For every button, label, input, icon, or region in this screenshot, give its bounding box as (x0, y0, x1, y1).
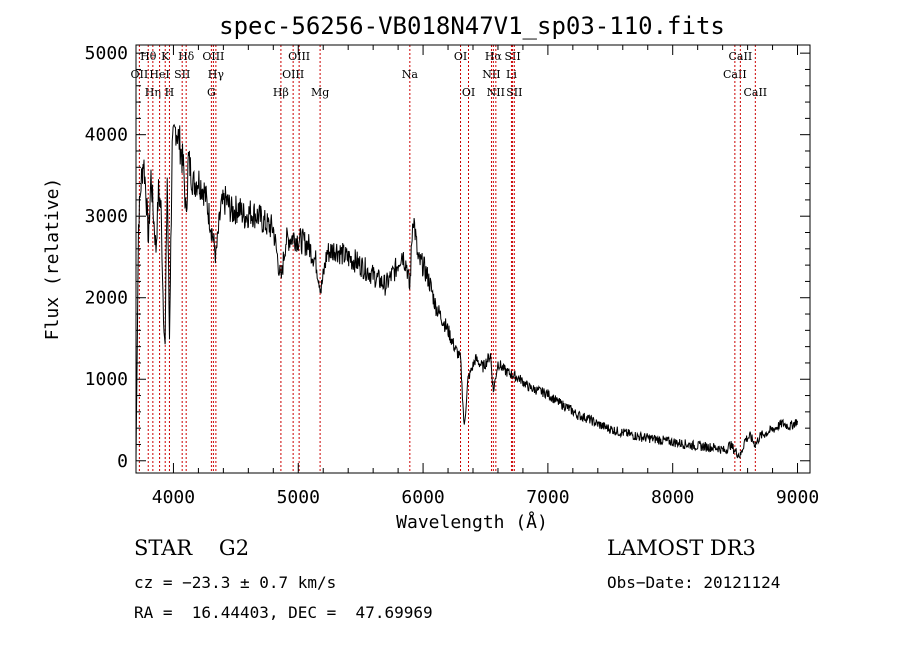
y-tick-label-5000: 5000 (85, 43, 128, 64)
x-tick-label-4000: 4000 (152, 487, 195, 508)
x-tick-label-8000: 8000 (651, 487, 694, 508)
redshift-cz: cz = −23.3 ± 0.7 km/s (134, 573, 337, 592)
line-marker-label-19: Hα (485, 50, 503, 63)
line-marker-label-26: CaII (743, 86, 767, 99)
plot-frame (135, 44, 811, 474)
line-marker-label-2: Hη (145, 86, 161, 99)
line-marker-label-7: Hδ (178, 50, 195, 63)
line-marker-label-4: K (161, 50, 170, 63)
spectrum-series-line (135, 123, 798, 461)
star-classification: STAR G2 (134, 536, 250, 560)
y-tick-label-1000: 1000 (85, 369, 128, 390)
line-marker-label-24: CaII (723, 68, 747, 81)
x-axis-label: Wavelength (Å) (396, 511, 548, 533)
line-marker-label-23: SII (506, 86, 522, 99)
line-marker-label-16: OI (454, 50, 467, 63)
y-tick-label-3000: 3000 (85, 206, 128, 227)
chart-title: spec-56256-VB018N47V1_sp03-110.fits (219, 12, 725, 40)
ra-dec-coordinates: RA = 16.44403, DEC = 47.69969 (134, 603, 433, 622)
emission-line-markers: OII Hθ Hη HeI K H SII Hδ OIII G Hγ Hβ OIII OIII Mg Na OI… (131, 45, 767, 473)
line-marker-label-9: G (207, 86, 216, 99)
line-marker-label-12: OIII (282, 68, 304, 81)
line-marker-label-25: CaII (729, 50, 753, 63)
survey-name: LAMOST DR3 (607, 536, 756, 560)
line-marker-label-22: SII (504, 50, 520, 63)
line-marker-label-15: Na (402, 68, 419, 81)
y-tick-label-4000: 4000 (85, 125, 128, 146)
line-marker-label-21: Li (506, 68, 517, 81)
line-marker-label-3: HeI (149, 68, 169, 81)
line-marker-label-1: Hθ (140, 50, 157, 63)
line-marker-label-0: OII (131, 68, 149, 81)
line-marker-label-13: OIII (288, 50, 310, 63)
x-tick-label-7000: 7000 (526, 487, 569, 508)
line-marker-label-8: OIII (202, 50, 224, 63)
x-tick-label-6000: 6000 (401, 487, 444, 508)
line-marker-label-10: Hγ (208, 68, 225, 81)
line-marker-label-14: Mg (311, 86, 329, 99)
observation-date: Obs−Date: 20121124 (607, 573, 781, 592)
x-tick-label-9000: 9000 (776, 487, 819, 508)
y-tick-label-2000: 2000 (85, 288, 128, 309)
x-tick-label-5000: 5000 (277, 487, 320, 508)
x-axis-ticks: 4000 5000 6000 7000 8000 9000 (152, 45, 819, 508)
line-marker-label-18: NII (482, 68, 500, 81)
y-axis-ticks: 0 1000 2000 3000 4000 5000 (85, 43, 810, 472)
y-axis-label: Flux (relative) (42, 178, 63, 341)
line-marker-label-17: OI (462, 86, 475, 99)
line-marker-label-20: NII (487, 86, 505, 99)
line-marker-label-6: SII (174, 68, 190, 81)
y-tick-label-0: 0 (117, 451, 128, 472)
line-marker-label-11: Hβ (273, 86, 289, 99)
line-marker-label-5: H (165, 86, 175, 99)
